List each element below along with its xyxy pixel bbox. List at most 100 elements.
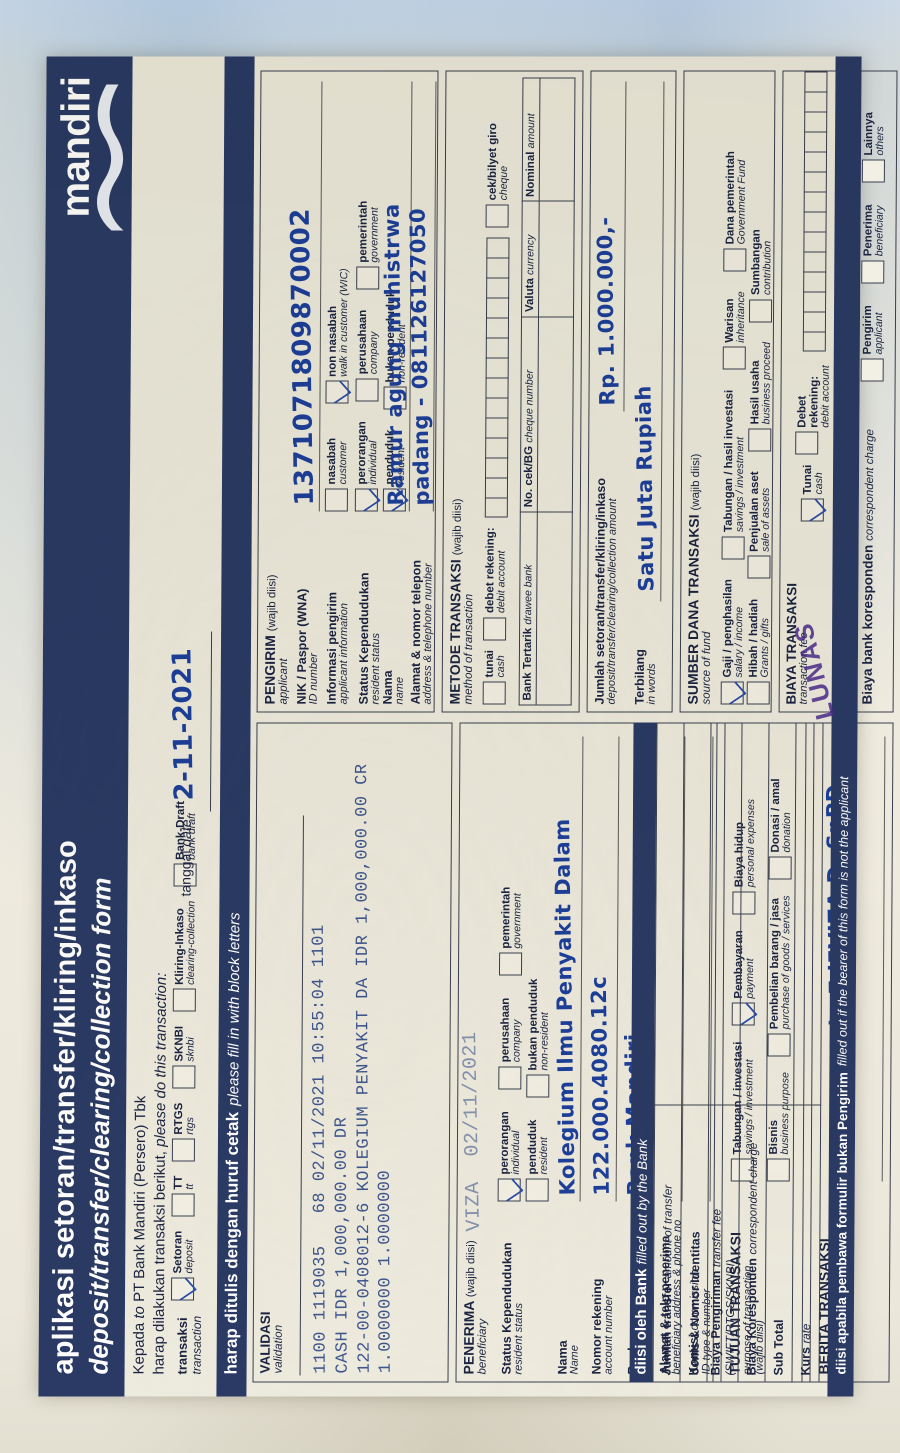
jumlah-field[interactable]: [623, 81, 627, 411]
penerima-option-penduduk[interactable]: penduduk resident: [525, 1119, 551, 1201]
sumber-option-penjualan-aset[interactable]: Penjualan aset sale of assets: [747, 471, 772, 579]
penerima-rekening-field[interactable]: [615, 736, 620, 1201]
bank-row-value-0[interactable]: [654, 722, 685, 1105]
account-cell[interactable]: [802, 231, 827, 251]
account-cell[interactable]: [485, 236, 510, 257]
checkbox-pengirim-perusahaan[interactable]: [355, 377, 379, 401]
account-cell[interactable]: [484, 416, 508, 437]
account-cell[interactable]: [802, 331, 826, 351]
checkbox-penerima-perorangan[interactable]: [497, 1178, 521, 1201]
account-cell[interactable]: [803, 191, 827, 211]
account-cell[interactable]: [803, 111, 827, 131]
account-cell[interactable]: [803, 211, 827, 231]
pengirim-option-perorangan[interactable]: perorangan individual: [354, 421, 380, 511]
checkbox-pengirim-non-nasabah[interactable]: [325, 380, 349, 404]
bank-row-value-1[interactable]: [681, 722, 712, 1105]
checkbox-metode-tunai[interactable]: [482, 681, 506, 704]
metode-option-cek[interactable]: cek/bilyet giro cheque: [485, 123, 511, 227]
sumber-option-dana-pemerintah[interactable]: Dana pemerintah Government Fund: [723, 151, 748, 271]
sumber-option-hasil-usaha[interactable]: Hasil usaha business proceed: [748, 342, 773, 451]
koresponden-option-lainnya[interactable]: Lainnya others: [861, 112, 887, 182]
account-cell[interactable]: [803, 151, 827, 171]
biaya-option-tunai[interactable]: Tunai cash: [800, 464, 825, 521]
checkbox-rtgs[interactable]: [171, 1138, 195, 1162]
metode-account-cells[interactable]: [484, 236, 510, 517]
pengirim-option-perusahaan[interactable]: perusahaan company: [355, 309, 380, 401]
koresponden-option-penerima[interactable]: Penerima beneficiary: [861, 204, 886, 283]
sumber-option-tabungan[interactable]: Tabungan / hasil investasi savings / inve…: [721, 389, 747, 559]
sumber-option-gaji[interactable]: Gaji / penghasilan salary / income: [720, 579, 746, 704]
account-cell[interactable]: [484, 476, 508, 497]
checkbox-sumber-tabungan[interactable]: [721, 535, 745, 559]
pengirim-nik-field[interactable]: [318, 81, 323, 511]
checkbox-penerima-pemerintah[interactable]: [498, 952, 523, 976]
cell-valuta[interactable]: [538, 200, 575, 317]
option-sknbi[interactable]: SKNBI sknbi: [172, 1025, 197, 1089]
account-cell[interactable]: [485, 276, 509, 297]
cell-bank[interactable]: [536, 511, 573, 705]
checkbox-metode-cek[interactable]: [485, 203, 509, 227]
biaya-account-cells[interactable]: [802, 71, 828, 351]
option-kliring-inkaso[interactable]: Kliring-Inkaso clearing-collection: [172, 900, 198, 1012]
checkbox-biaya-debet[interactable]: [795, 431, 819, 455]
checkbox-penerima-perusahaan[interactable]: [498, 1065, 522, 1089]
bank-row-value-4[interactable]: [766, 722, 797, 1105]
account-cell[interactable]: [803, 71, 828, 91]
account-cell[interactable]: [802, 291, 826, 311]
account-cell[interactable]: [485, 256, 509, 277]
account-cell[interactable]: [802, 311, 826, 331]
bank-row-value-3[interactable]: [739, 722, 770, 1105]
checkbox-biaya-tunai[interactable]: [800, 498, 824, 521]
penerima-option-perusahaan[interactable]: perusahaan company: [498, 997, 523, 1089]
account-cell[interactable]: [484, 436, 508, 457]
checkbox-sumber-dana-pemerintah[interactable]: [723, 247, 747, 271]
sumber-option-sumbangan[interactable]: Sumbangan contribution: [748, 229, 774, 322]
checkbox-sumber-gaji[interactable]: [720, 681, 744, 704]
checkbox-sumber-warisan[interactable]: [722, 346, 746, 370]
checkbox-pengirim-nasabah[interactable]: [324, 488, 348, 511]
koresponden-option-pengirim[interactable]: Pengirim applicant: [860, 305, 886, 381]
account-cell[interactable]: [803, 91, 827, 111]
checkbox-sumber-sumbangan[interactable]: [748, 298, 773, 322]
sumber-option-warisan[interactable]: Warisan inheritance: [722, 291, 748, 370]
penerima-option-perorangan[interactable]: perorangan individual: [497, 1111, 523, 1201]
pengirim-option-non-nasabah[interactable]: non nasabah walk in customer (WIC): [325, 268, 350, 404]
penerima-nama-field[interactable]: [579, 736, 584, 1201]
biaya-option-debet[interactable]: Debet rekening: debit account: [795, 361, 832, 455]
account-cell[interactable]: [485, 376, 509, 397]
berita-line-2[interactable]: [881, 736, 886, 1181]
pengirim-option-nasabah[interactable]: nasabah customer: [324, 437, 350, 511]
cell-nominal[interactable]: [539, 77, 575, 201]
checkbox-sknbi[interactable]: [172, 1065, 196, 1089]
sumber-option-hibah[interactable]: Hibah / hadiah Grants / gifts: [746, 598, 772, 704]
checkbox-sumber-hasil-usaha[interactable]: [748, 427, 772, 451]
checkbox-tt[interactable]: [171, 1193, 195, 1217]
bank-row-value-5[interactable]: [793, 722, 824, 1105]
checkbox-koresponden-lainnya[interactable]: [861, 159, 885, 182]
account-cell[interactable]: [484, 496, 508, 517]
checkbox-penerima-bukan-penduduk[interactable]: [526, 1074, 550, 1098]
metode-option-tunai[interactable]: tunai cash: [482, 650, 507, 704]
account-cell[interactable]: [802, 271, 826, 291]
pengirim-alamat-field[interactable]: [432, 81, 437, 511]
account-cell[interactable]: [802, 251, 826, 271]
checkbox-kliring-inkaso[interactable]: [172, 988, 196, 1012]
account-cell[interactable]: [803, 171, 827, 191]
cell-cek[interactable]: [537, 316, 574, 512]
checkbox-metode-debet[interactable]: [483, 616, 507, 640]
penerima-option-pemerintah[interactable]: pemerintah government: [498, 886, 524, 976]
penerima-option-bukan-penduduk[interactable]: bukan penduduk non-resident: [526, 978, 551, 1098]
checkbox-koresponden-pengirim[interactable]: [860, 358, 884, 381]
checkbox-sumber-penjualan-aset[interactable]: [747, 555, 771, 579]
checkbox-penerima-penduduk[interactable]: [525, 1178, 549, 1201]
terbilang-field[interactable]: [660, 81, 665, 601]
account-cell[interactable]: [803, 131, 827, 151]
option-tt[interactable]: TT tt: [171, 1175, 196, 1217]
account-cell[interactable]: [485, 356, 509, 377]
option-setoran[interactable]: Setoran deposit: [170, 1230, 196, 1300]
account-cell[interactable]: [485, 316, 509, 337]
account-cell[interactable]: [485, 296, 509, 317]
metode-option-debet[interactable]: debet rekening: debit account: [483, 527, 508, 640]
checkbox-sumber-hibah[interactable]: [746, 681, 770, 704]
pengirim-option-pemerintah[interactable]: pemerintah government: [356, 200, 381, 290]
